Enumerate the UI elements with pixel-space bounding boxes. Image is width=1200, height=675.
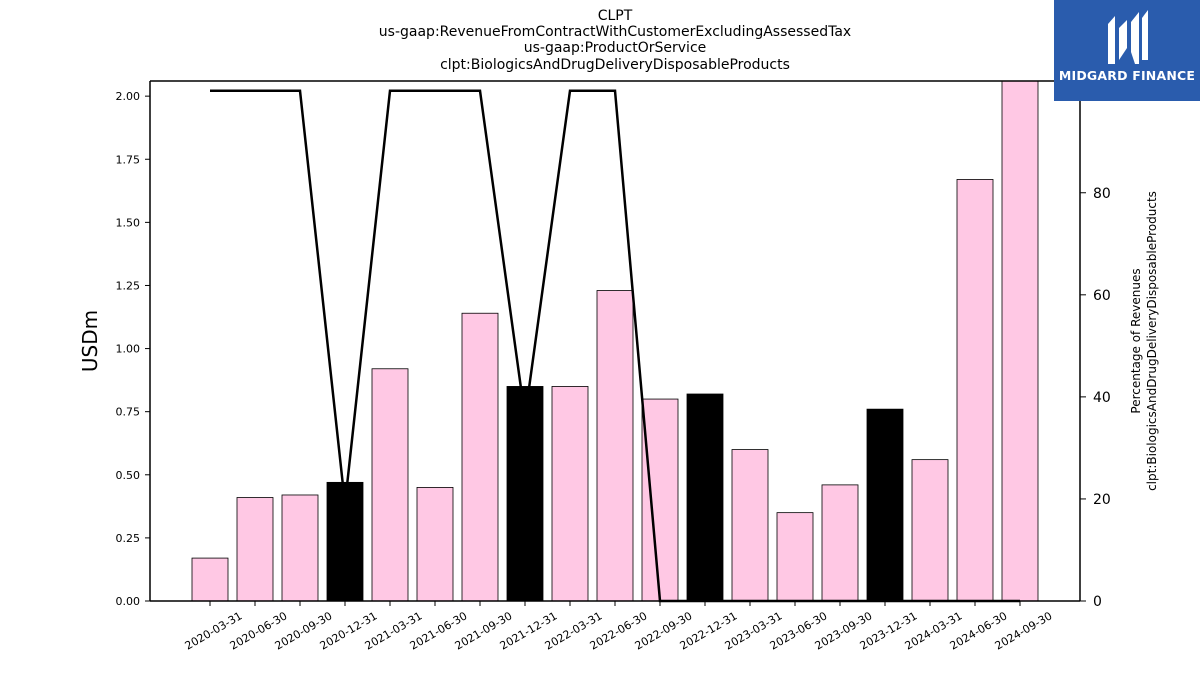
y-tick-label: 1.00 [116,343,141,356]
bar-2024-09-30 [1001,80,1039,602]
y-axis-right: 020406080100 [1080,84,1120,610]
chart-title: CLPT us-gaap:RevenueFromContractWithCust… [379,8,851,73]
title-line-4: clpt:BiologicsAndDrugDeliveryDisposableP… [440,57,790,73]
bar-2020-06-30 [236,497,274,602]
midgard-logo-icon [1108,10,1148,64]
bar-2021-12-31 [506,386,544,602]
logo: MIDGARD FINANCE [1054,0,1200,101]
y-axis-left: 0.00 0.25 0.50 0.75 1.00 1.25 1.50 1.75 2.00 [116,90,150,608]
y-tick-label: 0.75 [116,406,141,419]
y-tick-label: 1.75 [116,153,141,166]
y2-tick-label: 20 [1093,492,1111,508]
y-tick-label: 2.00 [116,90,141,103]
y2-axis-label: Percentage of Revenues clpt:BiologicsAnd… [1129,191,1159,491]
y2-axis-label-line-1: Percentage of Revenues [1129,268,1143,413]
logo-text: MIDGARD FINANCE [1058,68,1196,83]
bar-2024-03-31 [911,459,949,602]
y2-axis-label-line-2: clpt:BiologicsAndDrugDeliveryDisposableP… [1145,191,1159,491]
bar-2023-12-31 [866,408,904,602]
bar-2022-12-31 [686,393,724,602]
y-tick-label: 1.50 [116,216,141,229]
bar-2023-09-30 [821,484,859,602]
y2-tick-label: 60 [1093,288,1111,304]
y-tick-label: 0.25 [116,532,141,545]
bar-2023-03-31 [731,449,769,602]
bar-2021-03-31 [371,368,409,602]
bar-2022-06-30 [596,290,634,602]
bar-2022-09-30 [641,398,679,602]
bar-2024-06-30 [956,179,994,602]
bar-2022-03-31 [551,386,589,602]
bar-2021-09-30 [461,312,499,602]
bar-2020-09-30 [281,494,319,602]
x-axis: 2020-03-312020-06-302020-09-302020-12-31… [183,601,1055,653]
bar-2020-03-31 [191,557,229,602]
y2-tick-label: 0 [1093,594,1102,610]
title-line-3: us-gaap:ProductOrService [524,40,707,56]
y-axis-label: USDm [78,310,102,372]
y-tick-label: 1.25 [116,279,141,292]
title-line-1: CLPT [598,8,633,24]
y2-tick-label: 80 [1093,186,1111,202]
title-line-2: us-gaap:RevenueFromContractWithCustomerE… [379,24,851,40]
y2-tick-label: 40 [1093,390,1111,406]
bar-2023-06-30 [776,512,814,602]
bar-series [191,80,1039,602]
y-tick-label: 0.50 [116,469,141,482]
bar-2021-06-30 [416,487,454,602]
y-tick-label: 0.00 [116,595,141,608]
